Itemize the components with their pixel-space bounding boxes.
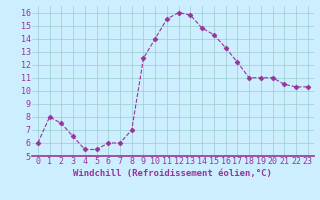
X-axis label: Windchill (Refroidissement éolien,°C): Windchill (Refroidissement éolien,°C) bbox=[73, 169, 272, 178]
